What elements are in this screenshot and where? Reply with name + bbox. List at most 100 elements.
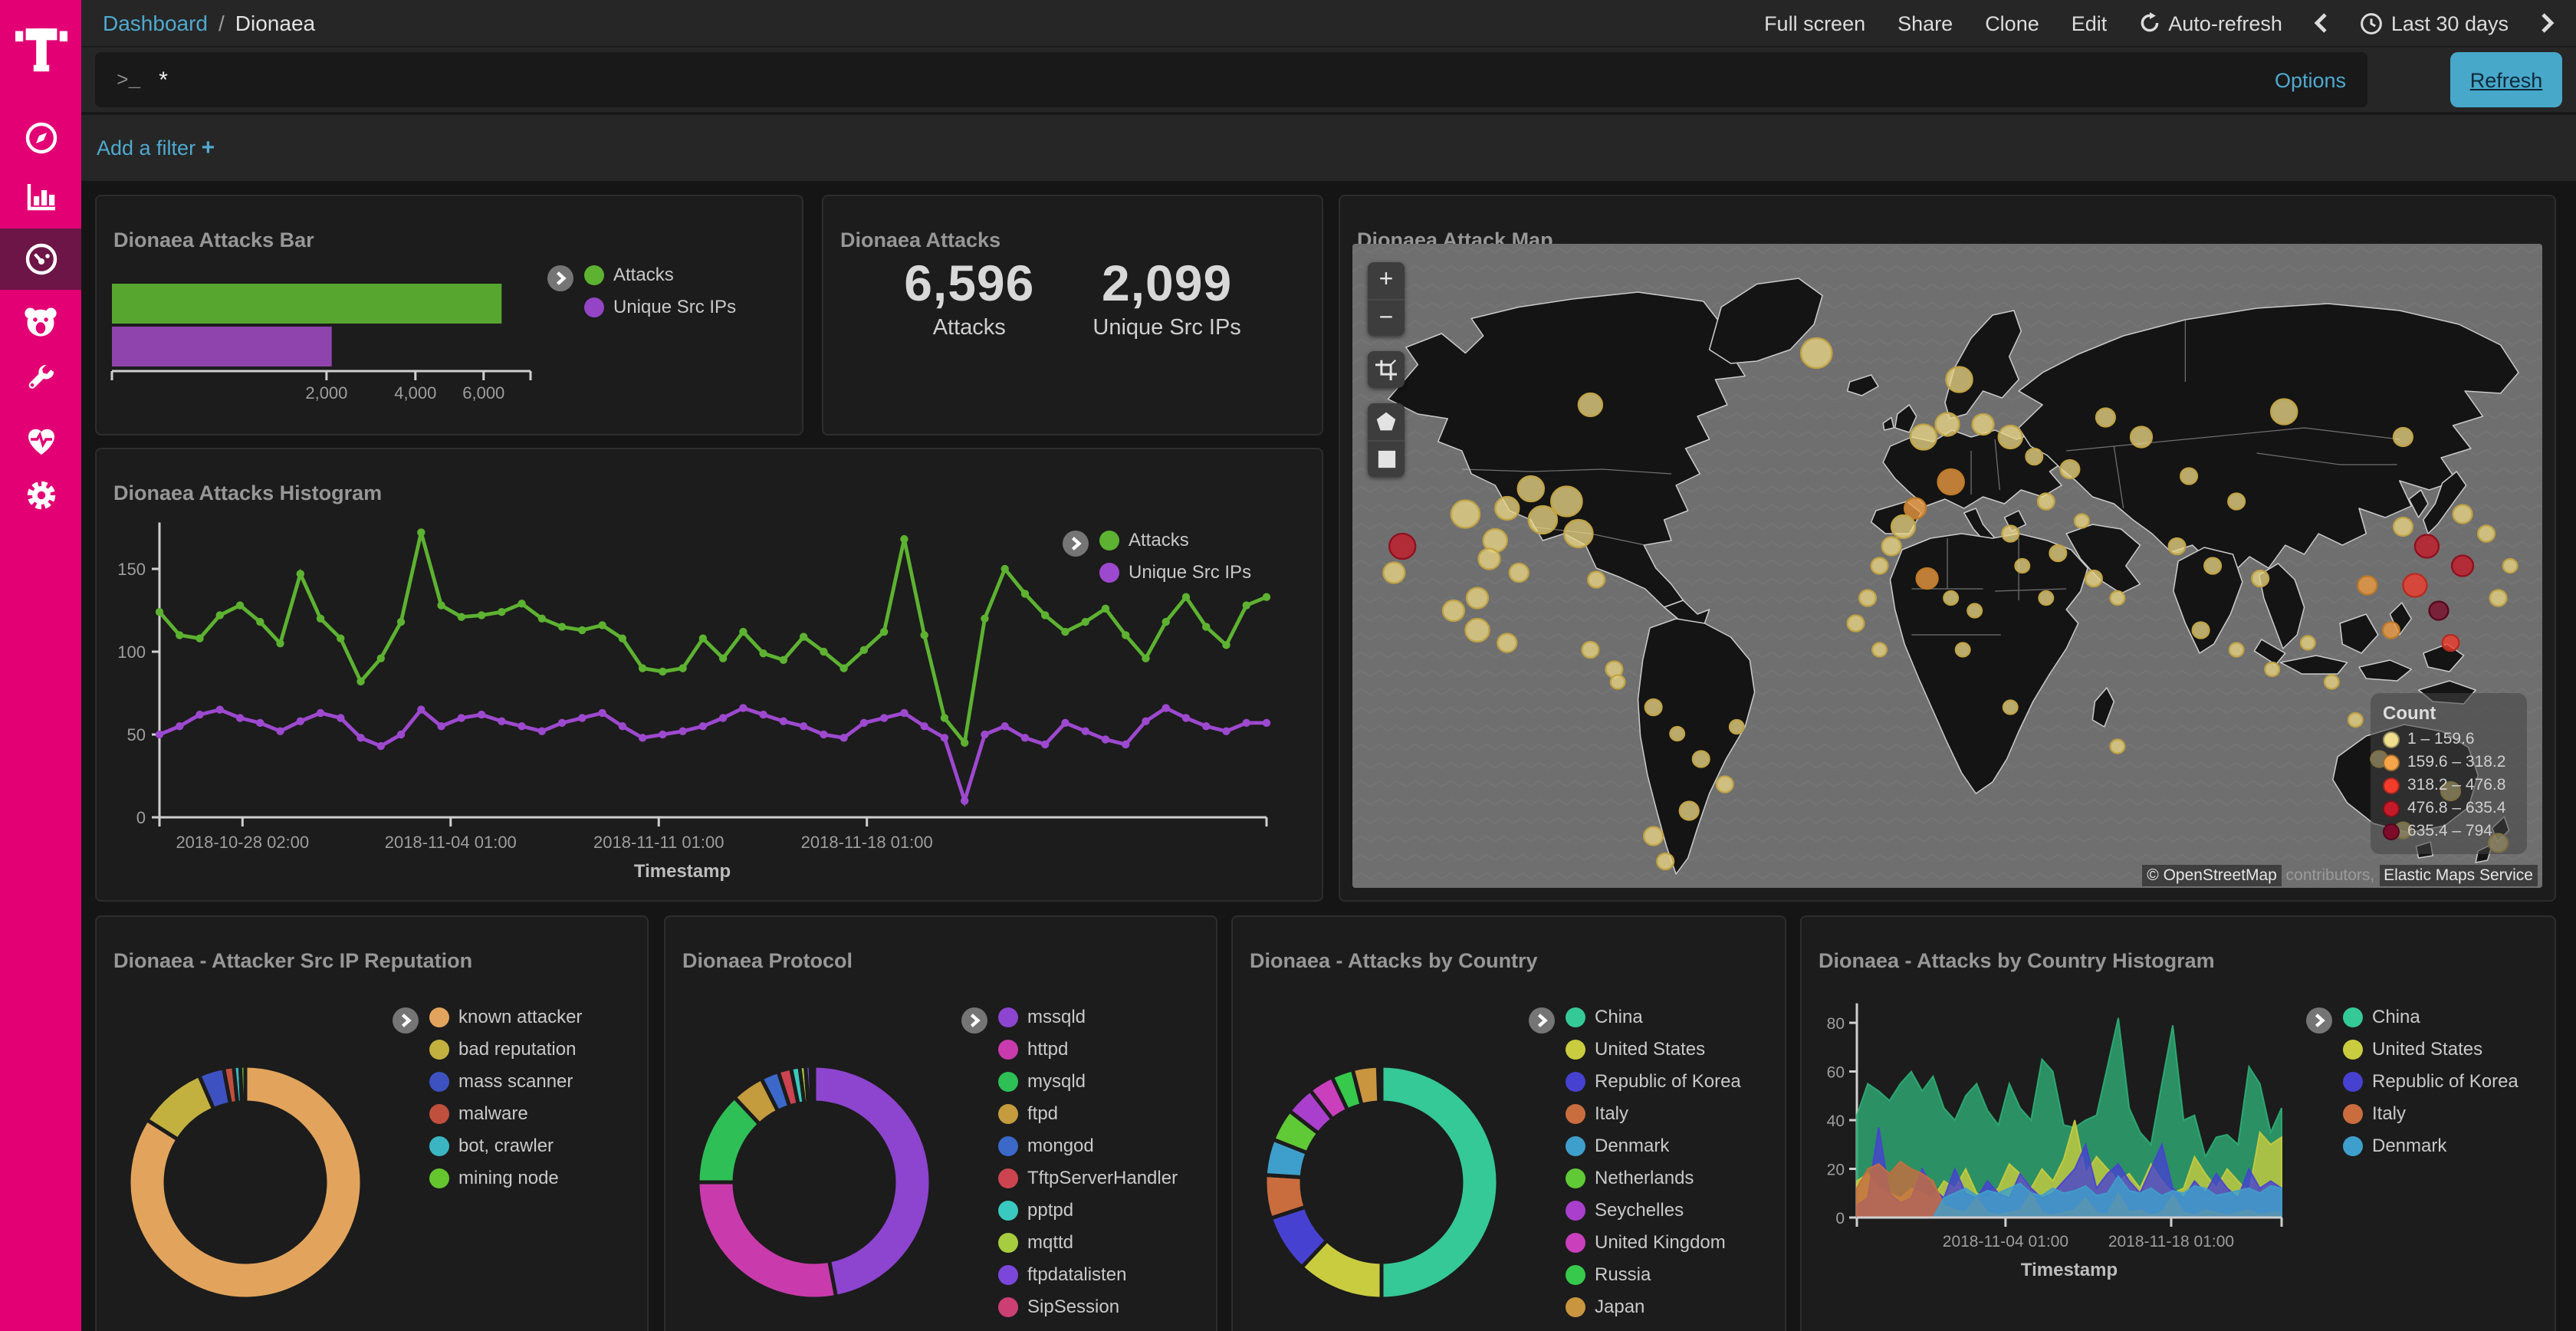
data-point[interactable] <box>337 634 345 642</box>
attack-bubble[interactable] <box>1494 495 1520 521</box>
attack-bubble[interactable] <box>2264 661 2281 678</box>
data-point[interactable] <box>518 600 526 608</box>
attack-bubble[interactable] <box>1669 725 1686 742</box>
edit-button[interactable]: Edit <box>2071 12 2108 35</box>
data-point[interactable] <box>578 714 586 722</box>
attack-bubble[interactable] <box>1971 412 1995 436</box>
attack-bubble[interactable] <box>1881 536 1902 557</box>
attacks-bar-chart[interactable]: 2,000 4,000 6,000 <box>97 196 803 435</box>
attack-bubble[interactable] <box>1441 599 1466 623</box>
legend-item[interactable]: Italy <box>2343 1103 2518 1124</box>
attack-bubble[interactable] <box>2001 524 2020 543</box>
data-point[interactable] <box>537 727 547 735</box>
data-point[interactable] <box>920 631 928 639</box>
attack-bubble[interactable] <box>1644 698 1663 717</box>
data-point[interactable] <box>1122 740 1130 749</box>
attack-bubble[interactable] <box>1890 514 1917 540</box>
attack-bubble[interactable] <box>2392 426 2413 448</box>
time-forward-button[interactable] <box>2541 12 2555 34</box>
legend-item[interactable]: Unique Src IPs <box>584 296 736 317</box>
data-point[interactable] <box>820 730 828 739</box>
legend-item[interactable]: mass scanner <box>429 1070 582 1092</box>
attack-bubble[interactable] <box>1997 424 2023 450</box>
draw-polygon-button[interactable] <box>1368 403 1405 440</box>
data-point[interactable] <box>537 614 547 623</box>
attack-bubble[interactable] <box>1954 642 1971 658</box>
data-point[interactable] <box>498 607 506 616</box>
series-line-Unique Src IPs[interactable] <box>159 705 1267 807</box>
attack-bubble[interactable] <box>1937 468 1965 496</box>
legend-item[interactable]: Japan <box>1566 1296 1741 1317</box>
attack-bubble[interactable] <box>1550 485 1583 518</box>
query-options-link[interactable]: Options <box>2274 68 2346 91</box>
attack-bubble[interactable] <box>2129 426 2154 449</box>
data-point[interactable] <box>1122 631 1130 639</box>
sidebar-item-management[interactable] <box>0 465 81 526</box>
data-point[interactable] <box>698 634 708 642</box>
data-point[interactable] <box>940 734 949 742</box>
legend-expand-icon[interactable] <box>1529 1007 1555 1034</box>
zoom-in-button[interactable]: + <box>1378 267 1394 293</box>
auto-refresh-button[interactable]: Auto-refresh <box>2139 12 2282 35</box>
data-point[interactable] <box>840 664 848 672</box>
data-point[interactable] <box>196 710 204 719</box>
data-point[interactable] <box>276 639 284 648</box>
attack-bubble[interactable] <box>1943 590 1960 606</box>
data-point[interactable] <box>376 741 385 751</box>
donut-slice-known attacker[interactable] <box>127 1063 364 1301</box>
attacks-histogram-chart[interactable]: 0 50 100 150 2018-10-28 02:00 2018-11-04 01:0… <box>97 449 1323 902</box>
data-point[interactable] <box>920 722 928 731</box>
data-point[interactable] <box>879 714 889 722</box>
attack-bubble[interactable] <box>2323 674 2340 690</box>
refresh-button[interactable]: Refresh <box>2450 52 2562 107</box>
attack-bubble[interactable] <box>2109 738 2126 754</box>
attack-bubble[interactable] <box>2084 569 2103 588</box>
donut-slice-mining node[interactable] <box>238 1063 248 1105</box>
data-point[interactable] <box>518 722 526 731</box>
data-point[interactable] <box>718 654 728 662</box>
attack-bubble[interactable] <box>2014 557 2031 574</box>
data-point[interactable] <box>879 627 889 636</box>
data-point[interactable] <box>1222 727 1230 735</box>
legend-expand-icon[interactable] <box>547 265 573 291</box>
attack-bubble[interactable] <box>1799 337 1833 370</box>
attack-bubble[interactable] <box>2392 516 2413 537</box>
data-point[interactable] <box>578 626 586 635</box>
data-point[interactable] <box>1162 617 1170 626</box>
attack-bubble[interactable] <box>1382 561 1406 584</box>
data-point[interactable] <box>659 730 667 739</box>
attack-bubble[interactable] <box>2049 544 2068 563</box>
reputation-donut-chart[interactable] <box>97 917 396 1331</box>
data-point[interactable] <box>759 649 767 658</box>
country-histogram-chart[interactable]: 0 20 40 60 80 2018-11-04 01:00 2018-11-18 01:0… <box>1802 917 2556 1331</box>
data-point[interactable] <box>859 718 869 728</box>
attack-bubble[interactable] <box>2402 573 2428 598</box>
attack-bubble[interactable] <box>2413 534 2440 559</box>
attack-bubble[interactable] <box>1465 587 1490 610</box>
data-point[interactable] <box>718 714 728 722</box>
data-point[interactable] <box>215 611 224 619</box>
attack-bubble[interactable] <box>2381 621 2400 639</box>
data-point[interactable] <box>155 607 164 616</box>
fullscreen-button[interactable]: Full screen <box>1764 12 1866 35</box>
attack-bubble[interactable] <box>1656 852 1675 871</box>
data-point[interactable] <box>376 654 385 662</box>
data-point[interactable] <box>900 534 909 544</box>
data-point[interactable] <box>739 704 748 712</box>
share-button[interactable]: Share <box>1898 12 1953 35</box>
data-point[interactable] <box>1222 641 1230 649</box>
attack-bubble[interactable] <box>1508 562 1530 583</box>
attack-bubble[interactable] <box>1497 633 1518 653</box>
data-point[interactable] <box>638 664 647 672</box>
attack-bubble[interactable] <box>2441 633 2460 652</box>
attack-bubble[interactable] <box>2180 467 2199 485</box>
clone-button[interactable]: Clone <box>1985 12 2039 35</box>
attack-bubble[interactable] <box>1678 800 1700 821</box>
legend-item[interactable]: United States <box>2343 1038 2518 1060</box>
attack-bubble[interactable] <box>2299 635 2316 651</box>
fit-bounds-button[interactable] <box>1368 351 1405 388</box>
sidebar-item-visualize[interactable] <box>0 166 81 227</box>
legend-item[interactable]: SipSession <box>998 1296 1178 1317</box>
legend-item[interactable]: bad reputation <box>429 1038 582 1060</box>
data-point[interactable] <box>256 617 264 626</box>
